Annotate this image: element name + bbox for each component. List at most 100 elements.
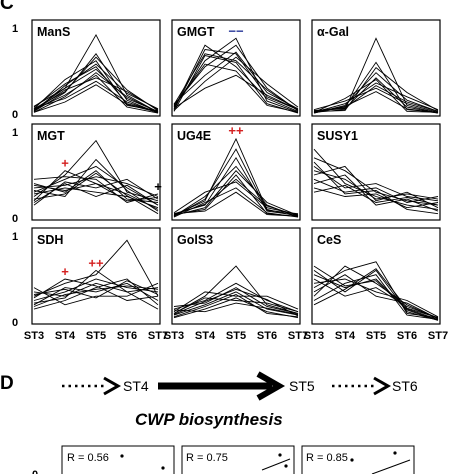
- y-tick-label: 1: [12, 127, 18, 139]
- series-line: [173, 56, 299, 111]
- panel-frame: [31, 123, 161, 221]
- stage-st6: ST6: [392, 378, 418, 394]
- gene-title: UG4E: [177, 129, 211, 143]
- series-line: [313, 87, 439, 113]
- scatter-point: [120, 454, 124, 458]
- panel-frame: [311, 227, 441, 325]
- series-line: [173, 265, 299, 314]
- x-tick-label: ST4: [55, 330, 76, 342]
- gene-title: SUSY1: [317, 129, 358, 143]
- series-line: [33, 282, 159, 306]
- series-line: [33, 66, 159, 112]
- series-line: [313, 148, 439, 210]
- y-tick-label: 0: [12, 317, 18, 329]
- series-line: [33, 165, 159, 206]
- panel-frame: [31, 227, 161, 325]
- x-tick-label: ST6: [397, 330, 417, 342]
- series-line: [173, 53, 299, 111]
- series-line: [173, 302, 299, 315]
- scatter-point: [284, 464, 288, 468]
- series-line: [313, 274, 439, 320]
- panel-c-letter: C: [0, 0, 14, 14]
- panel-frame: [171, 123, 301, 221]
- series-line: [313, 268, 439, 319]
- series-line: [33, 74, 159, 114]
- series-line: [313, 184, 439, 206]
- series-line: [33, 68, 159, 112]
- correlation-panel-1: [61, 445, 175, 474]
- scatter-point: [161, 466, 165, 470]
- series-line: [313, 66, 439, 112]
- series-line: [33, 278, 159, 301]
- significance-mark: +: [154, 179, 162, 194]
- series-line: [313, 265, 439, 320]
- series-line: [33, 158, 159, 212]
- y-tick-label: 0: [12, 213, 18, 225]
- panel-frame: [171, 19, 301, 117]
- series-line: [173, 181, 299, 216]
- solid-arrow-head: [256, 371, 286, 401]
- panel-frame: [31, 19, 161, 117]
- series-line: [173, 287, 299, 314]
- x-tick-label: ST5: [86, 330, 106, 342]
- pathway-diagram: ST4 ST5 ST6 CWP biosynthesis: [62, 371, 418, 429]
- series-line: [33, 183, 159, 206]
- series-line: [33, 56, 159, 111]
- series-line: [173, 178, 299, 216]
- y-tick-label: 1: [12, 231, 18, 243]
- series-line: [173, 37, 299, 113]
- series-line: [33, 269, 159, 310]
- series-line: [313, 269, 439, 321]
- series-line: [313, 166, 439, 202]
- scatter-point: [393, 451, 397, 455]
- gene-title: MGT: [37, 129, 65, 143]
- series-line: [173, 63, 299, 113]
- significance-mark: ++: [88, 255, 104, 270]
- scatter-point: [278, 453, 282, 457]
- series-line: [173, 294, 299, 318]
- series-line: [173, 44, 299, 111]
- series-line: [313, 265, 439, 321]
- series-line: [173, 291, 299, 316]
- x-tick-label: ST6: [257, 330, 277, 342]
- x-tick-label: ST5: [226, 330, 246, 342]
- series-line: [173, 49, 299, 111]
- gene-title: GMGT: [177, 25, 215, 39]
- series-line: [33, 176, 159, 197]
- series-line: [33, 172, 159, 215]
- series-line: [173, 54, 299, 114]
- correlation-r-2: R = 0.75: [186, 452, 228, 464]
- series-line: [173, 288, 299, 317]
- stage-st4: ST4: [123, 378, 149, 394]
- series-line: [33, 278, 159, 310]
- series-line: [313, 161, 439, 215]
- series-line: [173, 291, 299, 313]
- correlation-y-tick: 0: [32, 469, 38, 474]
- stage-st5: ST5: [289, 378, 315, 394]
- series-line: [33, 33, 159, 113]
- x-tick-label: ST4: [195, 330, 216, 342]
- series-line: [33, 282, 159, 297]
- series-line: [313, 170, 439, 200]
- series-line: [173, 51, 299, 110]
- panel-frame: [311, 19, 441, 117]
- series-line: [33, 139, 159, 202]
- series-line: [33, 282, 159, 306]
- fit-line-3: [371, 459, 411, 474]
- scatter-point: [350, 458, 354, 462]
- cwp-caption: CWP biosynthesis: [135, 410, 283, 429]
- series-line: [173, 44, 299, 112]
- series-line: [313, 187, 439, 209]
- x-tick-label: ST3: [304, 330, 324, 342]
- series-line: [173, 191, 299, 217]
- gene-title: ManS: [37, 25, 70, 39]
- series-line: [33, 77, 159, 111]
- x-tick-label: ST5: [366, 330, 386, 342]
- series-line: [33, 53, 159, 114]
- significance-mark: −−: [228, 23, 244, 38]
- series-line: [33, 285, 159, 307]
- series-line: [33, 63, 159, 112]
- significance-mark: ++: [228, 123, 244, 138]
- significance-mark: +: [61, 264, 69, 279]
